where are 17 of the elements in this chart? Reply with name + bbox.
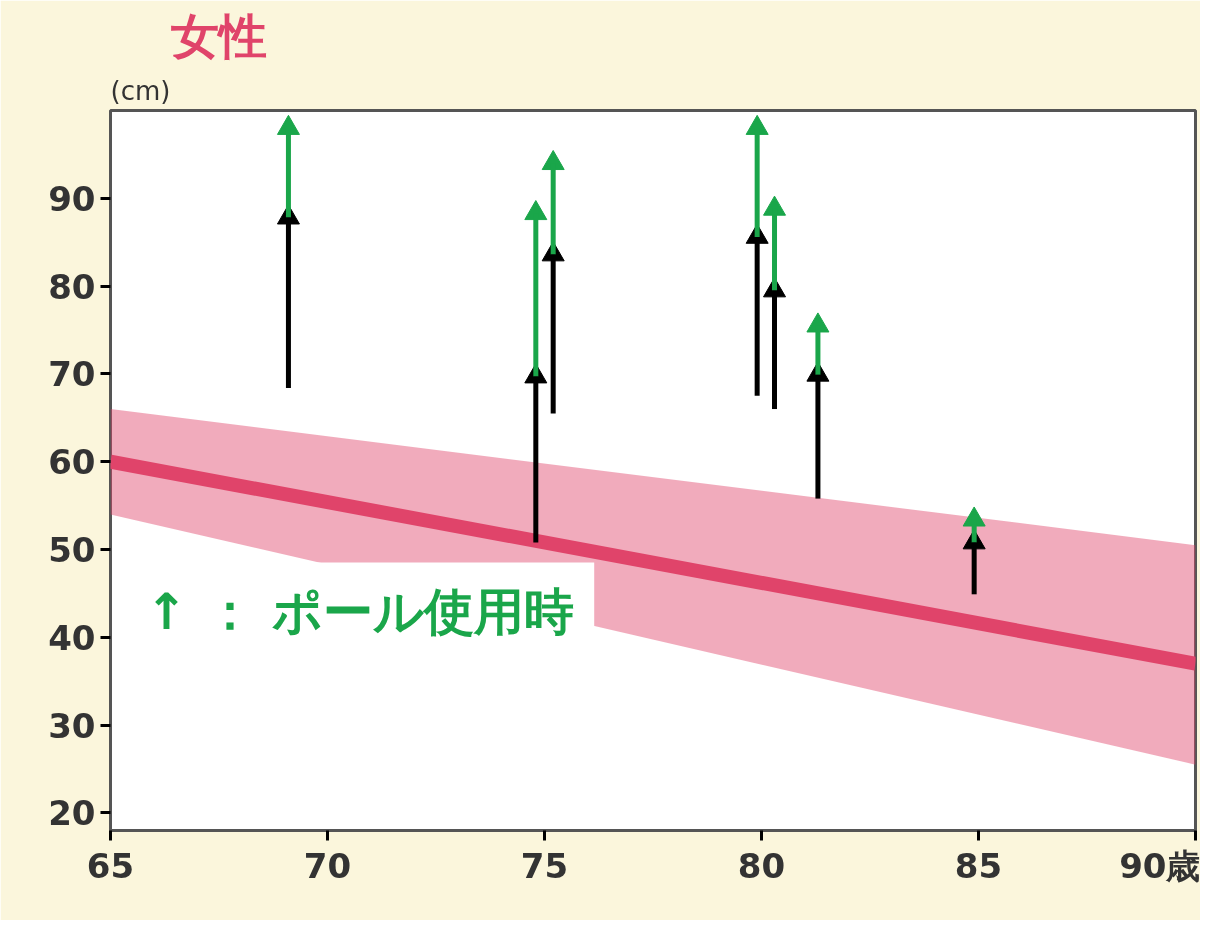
- y-axis-title: (cm): [110, 75, 171, 106]
- x-tick-label: 75: [520, 845, 569, 886]
- y-tick-label: 70: [48, 354, 96, 395]
- y-tick-label: 80: [48, 266, 96, 307]
- x-tick-label: 90歳: [1119, 845, 1201, 886]
- y-tick-label: 90: [48, 178, 96, 219]
- x-tick-label: 70: [303, 845, 352, 886]
- chart-title: 女性: [170, 7, 267, 64]
- y-tick-label: 50: [48, 530, 96, 571]
- x-tick-label: 65: [86, 845, 135, 886]
- y-tick-label: 20: [48, 793, 96, 834]
- x-tick-label: 80: [737, 845, 786, 886]
- x-tick-label: 85: [954, 845, 1003, 886]
- y-tick-label: 40: [48, 617, 96, 658]
- y-tick-label: 30: [48, 705, 96, 746]
- annotation: ↑ ： ポール使用時: [145, 582, 575, 641]
- y-tick-label: 60: [48, 442, 96, 483]
